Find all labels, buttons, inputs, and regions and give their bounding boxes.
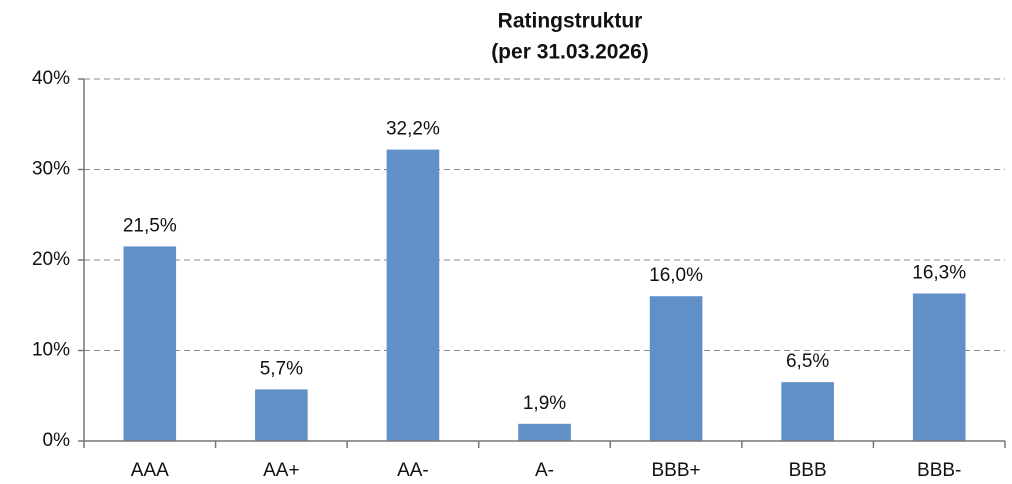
x-tick-label: AAA (131, 460, 169, 481)
value-label: 16,3% (912, 263, 966, 284)
value-label: 6,5% (786, 351, 829, 372)
y-tick-label: 0% (43, 430, 71, 451)
chart-title: Ratingstruktur (498, 10, 643, 33)
bar (649, 296, 703, 441)
x-tick-label: AA+ (263, 460, 299, 481)
x-tick-label: A- (535, 460, 554, 481)
value-label: 5,7% (260, 358, 303, 379)
value-label: 32,2% (386, 119, 440, 140)
x-tick-label: BBB- (917, 460, 961, 481)
x-tick-label: BBB+ (652, 460, 701, 481)
y-tick-label: 30% (32, 159, 70, 180)
bar (518, 423, 571, 441)
x-tick-label: BBB (789, 460, 827, 481)
chart-subtitle: (per 31.03.2026) (491, 41, 649, 64)
value-label: 21,5% (123, 215, 177, 236)
y-tick-label: 20% (32, 249, 70, 270)
bar (123, 246, 177, 441)
x-tick-label: AA- (397, 460, 429, 481)
value-label: 1,9% (523, 393, 566, 414)
y-tick-label: 10% (32, 340, 70, 361)
bar (255, 389, 308, 441)
value-label: 16,0% (649, 265, 703, 286)
bar (386, 149, 440, 441)
bar (781, 382, 834, 441)
y-tick-label: 40% (32, 68, 70, 89)
bar (912, 293, 966, 441)
